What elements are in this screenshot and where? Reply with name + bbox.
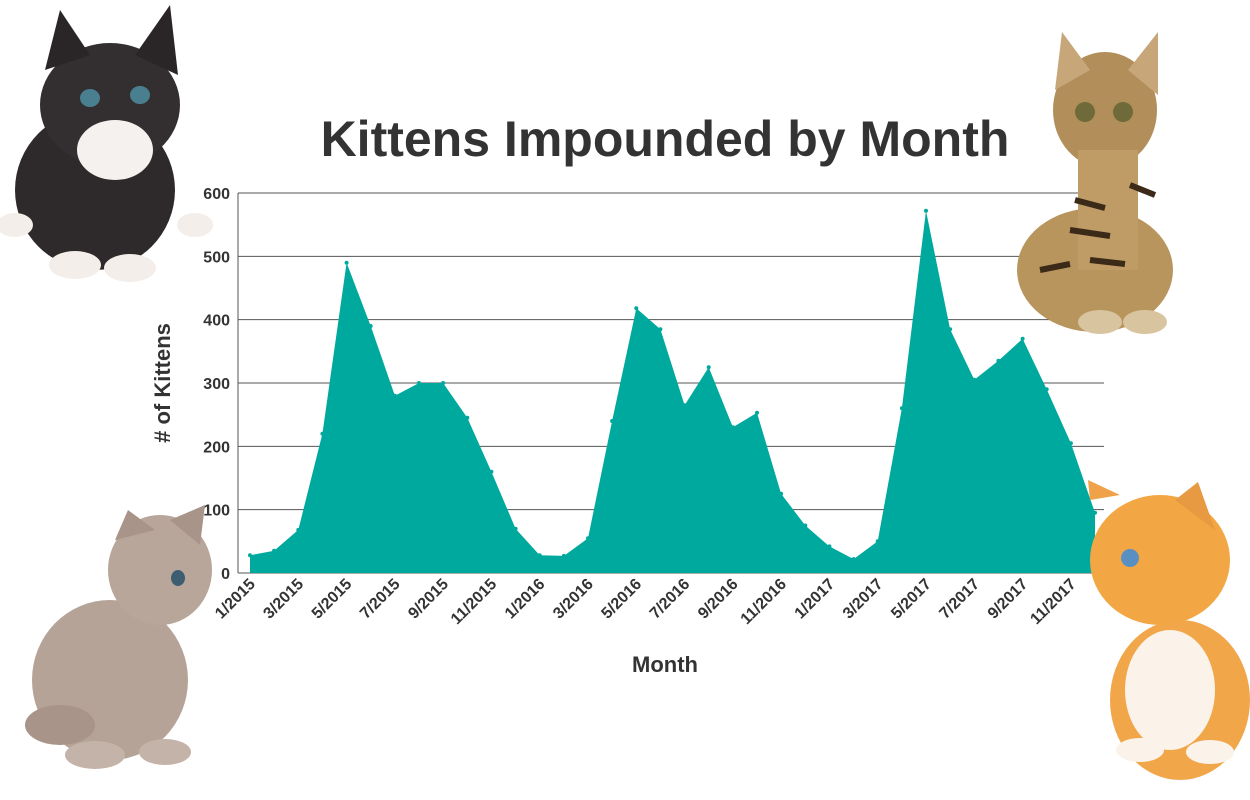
x-tick-label: 5/2017 <box>888 576 935 623</box>
data-point <box>924 208 928 213</box>
data-point <box>827 544 832 549</box>
y-tick-labels: 0 100 200 300 400 500 600 <box>203 186 230 583</box>
x-tick-label: 1/2017 <box>792 576 839 623</box>
data-point <box>368 324 373 328</box>
x-tick-label: 3/2017 <box>840 576 887 623</box>
data-point <box>392 393 397 398</box>
x-tick-label: 7/2015 <box>357 576 404 623</box>
data-point <box>248 553 252 558</box>
x-tick-label: 11/2015 <box>448 576 500 628</box>
x-tick-label: 7/2016 <box>647 576 694 623</box>
x-tick-label: 9/2016 <box>695 576 742 623</box>
data-point <box>417 381 421 385</box>
data-point <box>320 431 325 436</box>
data-point <box>779 491 784 496</box>
data-point <box>948 327 953 332</box>
data-point <box>899 406 904 411</box>
y-tick-label: 300 <box>203 376 230 393</box>
x-tick-label: 5/2015 <box>309 576 356 623</box>
area-series-kittens <box>250 210 1095 573</box>
x-tick-label: 3/2015 <box>260 576 307 623</box>
x-tick-label: 3/2016 <box>550 576 597 623</box>
x-axis-label: Month <box>632 652 698 677</box>
x-tick-label: 5/2016 <box>598 576 645 623</box>
data-point <box>441 381 446 385</box>
x-tick-label: 11/2017 <box>1027 576 1079 628</box>
y-tick-label: 100 <box>203 503 230 520</box>
data-point <box>1044 387 1049 392</box>
data-point <box>561 553 566 558</box>
data-point <box>1093 510 1097 515</box>
data-point <box>272 548 277 553</box>
data-point <box>755 410 759 415</box>
black-white-kitten-image <box>0 5 213 282</box>
data-point <box>803 523 808 528</box>
x-tick-label: 9/2017 <box>985 576 1032 623</box>
data-point <box>875 539 880 544</box>
data-point <box>586 536 590 541</box>
data-point <box>537 553 542 558</box>
x-tick-label: 9/2015 <box>405 576 452 623</box>
x-tick-label: 1/2015 <box>212 576 259 623</box>
x-tick-label: 1/2016 <box>502 576 549 623</box>
data-point <box>1020 336 1025 341</box>
orange-kitten-image <box>1088 480 1250 780</box>
x-tick-label: 7/2017 <box>936 576 983 623</box>
y-tick-label: 400 <box>203 313 230 330</box>
x-tick-label: 11/2016 <box>738 576 790 628</box>
area-series-layer <box>248 208 1097 573</box>
data-point <box>634 306 639 311</box>
y-tick-label: 600 <box>203 186 230 203</box>
y-axis-label: # of Kittens <box>150 323 175 443</box>
data-point <box>851 557 856 562</box>
data-point <box>996 358 1001 363</box>
data-point <box>465 415 470 420</box>
y-tick-label: 0 <box>221 566 230 583</box>
gray-kitten-image <box>25 505 212 769</box>
data-point <box>1068 441 1073 446</box>
data-point <box>658 327 663 332</box>
data-point <box>730 425 735 430</box>
chart-title: Kittens Impounded by Month <box>321 111 1010 167</box>
data-point <box>682 403 687 408</box>
bengal-kitten-image <box>1017 32 1173 334</box>
data-point <box>296 527 301 532</box>
data-point <box>344 260 349 265</box>
data-point <box>706 365 711 370</box>
data-point <box>513 526 518 531</box>
data-point <box>972 377 977 382</box>
y-tick-label: 200 <box>203 439 230 456</box>
y-tick-label: 500 <box>203 249 230 266</box>
data-point <box>489 469 494 474</box>
data-point <box>610 419 615 423</box>
